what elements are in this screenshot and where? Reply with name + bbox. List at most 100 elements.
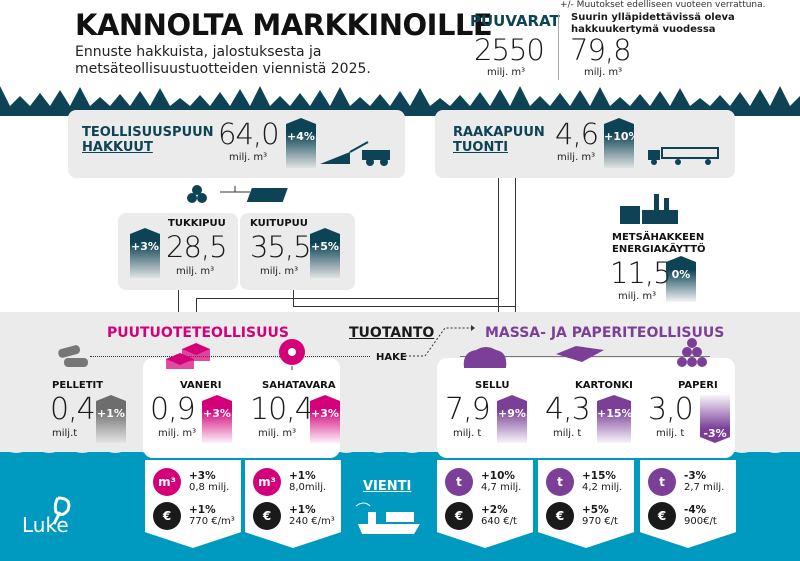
kuitupuu-unit: milj. m³	[260, 266, 299, 277]
puuvarat-unit: milj. m³	[487, 67, 526, 78]
energia-unit: milj. m³	[618, 291, 657, 302]
tuonti-label: RAAKAPUUN TUONTI	[453, 125, 545, 155]
cargo-ship-icon	[355, 502, 420, 534]
euro-icon: €	[546, 502, 574, 530]
export-price: +1% 770 €/m³	[189, 504, 235, 527]
product-unit: milj. m³	[258, 428, 297, 439]
tuonti-value: 4,6	[555, 117, 599, 151]
puuvarat-value: 2550	[474, 33, 545, 67]
flow-line	[196, 298, 498, 299]
flow-arrow	[178, 290, 179, 312]
plywood-icon	[166, 343, 210, 369]
export-card: t +10% 4,7 milj. € +2% 640 €/t	[437, 460, 533, 548]
product-value: 0,9	[150, 392, 196, 427]
log-piles-icon	[187, 185, 288, 203]
volume-icon: t	[546, 468, 574, 496]
flow-line	[293, 290, 294, 306]
export-card: m³ +3% 0,8 milj. € +1% 770 €/m³	[145, 460, 241, 548]
massa-products-box	[437, 358, 735, 458]
kuitupuu-value: 35,5	[250, 230, 312, 264]
luke-logo: Luke	[22, 496, 71, 536]
export-price: +1% 240 €/m³	[289, 504, 335, 527]
product-change-badge: +9%	[497, 395, 527, 443]
product-change-badge: +3%	[310, 395, 340, 443]
hake-flow-arrow	[405, 325, 475, 357]
product-label: PELLETIT	[52, 380, 104, 391]
export-volume: +1% 8,0milj.	[289, 470, 327, 493]
saw-blade-icon	[279, 339, 305, 370]
product-change-badge: +3%	[202, 395, 232, 443]
paper-rolls-icon	[677, 338, 707, 367]
product-label: SELLU	[475, 380, 510, 391]
hakkuut-label: TEOLLISUUSPUUN HAKKUUT	[82, 125, 214, 155]
product-label: KARTONKI	[575, 380, 633, 391]
export-volume: +3% 0,8 milj.	[189, 470, 230, 493]
massa-heading: MASSA- JA PAPERITEOLLISUUS	[485, 325, 725, 341]
export-card: t +15% 4,2 milj. € +5% 970 €/t	[538, 460, 634, 548]
euro-icon: €	[153, 502, 181, 530]
product-change-badge: -3%	[700, 395, 730, 443]
export-volume: +10% 4,7 milj.	[481, 470, 522, 493]
hakkuukertyma-unit: milj. m³	[584, 67, 623, 78]
export-price: +5% 970 €/t	[582, 504, 618, 527]
kuitupuu-label: KUITUPUU	[250, 218, 308, 229]
volume-icon: m³	[153, 468, 181, 496]
product-unit: milj.t	[52, 428, 78, 439]
export-card: m³ +1% 8,0milj. € +1% 240 €/m³	[245, 460, 341, 548]
tuotanto-heading: TUOTANTO	[349, 325, 435, 341]
energia-change-badge: 0%	[666, 256, 696, 302]
puuvarat-label: PUUVARAT	[470, 12, 560, 30]
vienti-label: VIENTI	[363, 479, 412, 494]
puutuote-heading: PUUTUOTETEOLLISUUS	[107, 325, 289, 341]
hakkuut-value: 64,0	[218, 117, 280, 151]
pellets-icon	[58, 345, 88, 367]
volume-icon: m³	[253, 468, 281, 496]
pulp-icon	[463, 347, 507, 368]
flow-line	[293, 306, 515, 307]
tukkipuu-value: 28,5	[166, 230, 228, 264]
product-value: 0,4	[50, 392, 96, 427]
export-price: +2% 640 €/t	[481, 504, 517, 527]
divider	[558, 14, 559, 80]
page-subtitle: Ennuste hakkuista, jalostuksesta ja mets…	[75, 44, 371, 77]
product-value: 3,0	[648, 392, 694, 427]
flow-arrow	[498, 178, 499, 312]
product-label: VANERI	[180, 380, 222, 391]
product-unit: milj. t	[656, 428, 685, 439]
euro-icon: €	[648, 502, 676, 530]
product-unit: milj. m³	[158, 428, 197, 439]
flow-arrow	[196, 298, 197, 312]
product-change-badge: +1%	[96, 395, 126, 443]
hakkuut-box	[68, 110, 405, 178]
volume-icon: t	[445, 468, 473, 496]
flow-line	[90, 356, 370, 357]
tuonti-change-badge: +10%	[604, 118, 634, 168]
product-change-badge: +15%	[597, 395, 631, 443]
harvester-icon	[320, 141, 390, 166]
hakkuut-unit: milj. m³	[229, 152, 268, 163]
euro-icon: €	[253, 502, 281, 530]
export-price: -4% 900€/t	[684, 504, 717, 527]
product-label: SAHATAVARA	[262, 380, 336, 391]
product-unit: milj. t	[553, 428, 582, 439]
flow-arrow	[515, 178, 516, 312]
product-unit: milj. t	[453, 428, 482, 439]
product-value: 4,3	[545, 392, 591, 427]
cardboard-icon	[556, 346, 604, 362]
svg-text:Luke: Luke	[22, 513, 69, 536]
legend-note: +/- Muutokset edelliseen vuoteen verratt…	[560, 0, 766, 10]
hake-label: HAKE	[376, 352, 407, 363]
export-card: t -3% 2,7 milj. € -4% 900€/t	[640, 460, 736, 548]
hakkuukertyma-label: Suurin ylläpidettävissä oleva hakkuukert…	[571, 12, 735, 35]
product-value: 10,4	[250, 392, 314, 427]
tukkipuu-change-badge: +3%	[130, 228, 160, 278]
hakkuukertyma-value: 79,8	[570, 33, 632, 67]
power-plant-icon	[620, 194, 678, 224]
tukkipuu-unit: milj. m³	[176, 266, 215, 277]
product-label: PAPERI	[678, 380, 718, 391]
export-volume: +15% 4,2 milj.	[582, 470, 623, 493]
hakkuut-change-badge: +4%	[286, 118, 316, 168]
tukkipuu-label: TUKKIPUU	[168, 218, 226, 229]
forest-silhouette-icon	[0, 86, 800, 116]
tuonti-box	[435, 110, 735, 178]
